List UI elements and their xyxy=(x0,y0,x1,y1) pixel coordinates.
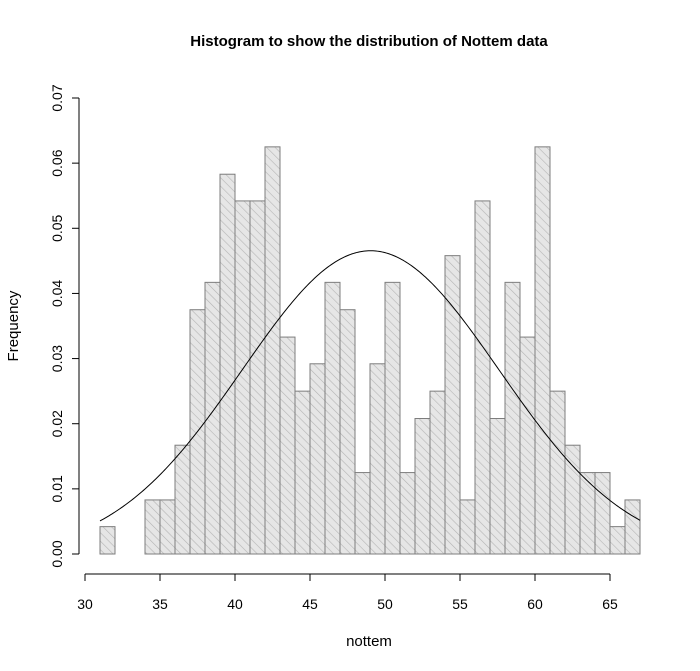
y-tick-label: 0.07 xyxy=(49,84,65,111)
x-tick-label: 50 xyxy=(377,596,393,612)
bars-group xyxy=(99,146,641,555)
histogram-bar xyxy=(324,281,341,555)
y-tick-label: 0.01 xyxy=(49,475,65,502)
x-tick-label: 35 xyxy=(152,596,168,612)
histogram-bar xyxy=(474,200,491,555)
histogram-bar xyxy=(309,363,326,555)
y-axis: 0.00 0.01 0.02 0.03 0.04 0.05 0.06 0.07 xyxy=(49,84,80,568)
y-tick-label: 0.05 xyxy=(49,214,65,241)
x-axis: 30 35 40 45 50 55 60 65 xyxy=(77,573,618,612)
x-tick-label: 60 xyxy=(527,596,543,612)
histogram-bar xyxy=(579,472,596,555)
histogram-bar xyxy=(369,363,386,555)
histogram-bar xyxy=(399,472,416,555)
histogram-bar xyxy=(489,418,506,555)
histogram-bar xyxy=(534,146,551,555)
histogram-bar xyxy=(264,146,281,555)
histogram-bar xyxy=(144,499,161,555)
histogram-bar xyxy=(594,472,611,555)
histogram-bar xyxy=(354,472,371,555)
histogram-bar xyxy=(459,499,476,555)
histogram-bar xyxy=(249,200,266,555)
histogram-bar xyxy=(219,173,236,555)
y-axis-label: Frequency xyxy=(5,290,22,361)
histogram-bar xyxy=(414,418,431,555)
histogram-bar xyxy=(624,499,641,555)
histogram-bar xyxy=(174,444,191,555)
x-axis-label: nottem xyxy=(346,633,392,650)
histogram-bar xyxy=(159,499,176,555)
histogram-bar xyxy=(294,390,311,555)
x-tick-label: 40 xyxy=(227,596,243,612)
histogram-bar xyxy=(99,526,116,555)
x-tick-label: 55 xyxy=(452,596,468,612)
histogram-bar xyxy=(609,526,626,555)
y-tick-label: 0.06 xyxy=(49,149,65,176)
histogram-bar xyxy=(564,444,581,555)
normal-density-curve xyxy=(99,250,641,522)
y-tick-label: 0.02 xyxy=(49,410,65,437)
x-tick-label: 65 xyxy=(602,596,618,612)
y-tick-label: 0.00 xyxy=(49,540,65,567)
histogram-bar xyxy=(444,255,461,555)
histogram-bar xyxy=(504,281,521,555)
x-tick-label: 30 xyxy=(77,596,93,612)
histogram-bar xyxy=(279,336,296,555)
x-tick-label: 45 xyxy=(302,596,318,612)
histogram-bar xyxy=(519,336,536,555)
histogram-bar xyxy=(429,390,446,555)
y-tick-label: 0.03 xyxy=(49,345,65,372)
chart-title: Histogram to show the distribution of No… xyxy=(190,33,548,50)
histogram-bar xyxy=(549,390,566,555)
histogram-bar xyxy=(339,309,356,555)
histogram-bar xyxy=(384,281,401,555)
y-tick-label: 0.04 xyxy=(49,280,65,307)
